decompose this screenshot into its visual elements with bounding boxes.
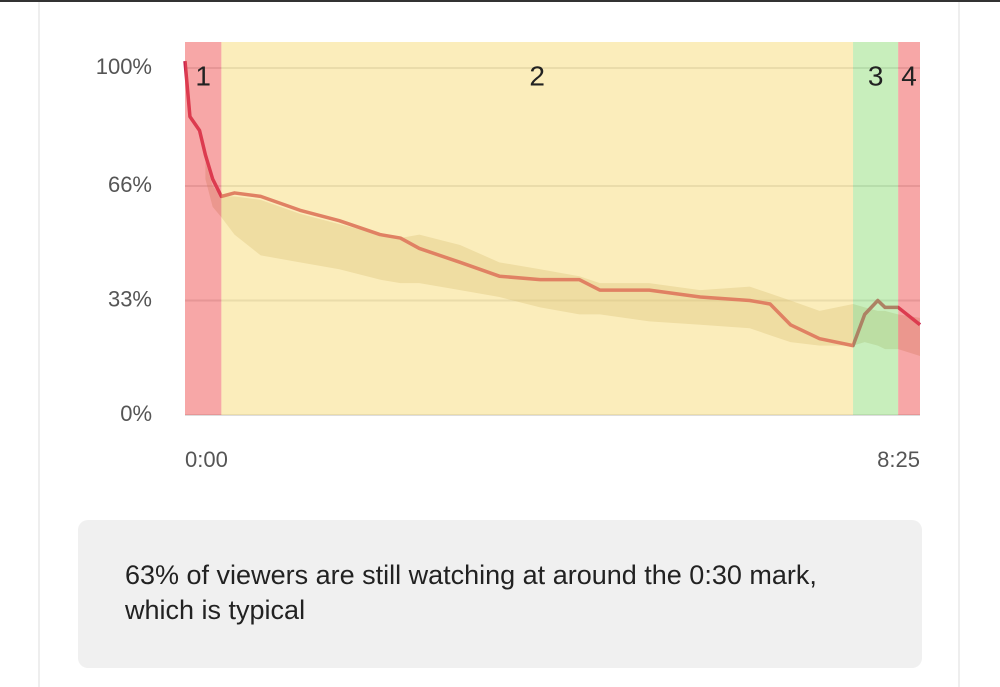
segment-label: 1: [195, 60, 211, 91]
segment: [853, 42, 899, 415]
y-tick-label: 66%: [108, 172, 152, 197]
segment-label: 2: [529, 60, 545, 91]
y-tick-label: 33%: [108, 286, 152, 311]
card: [38, 0, 960, 687]
segment-label: 3: [868, 60, 884, 91]
insight-text: 63% of viewers are still watching at aro…: [125, 560, 817, 625]
y-tick-label: 0%: [120, 401, 152, 426]
segment: [898, 42, 920, 415]
insight-box: 63% of viewers are still watching at aro…: [78, 520, 922, 668]
chart: 0% 33% 66% 100% 0:00 8:25 1 2 3 4: [96, 42, 922, 472]
segment-label: 4: [901, 60, 917, 91]
x-tick-label: 0:00: [185, 447, 228, 472]
divider: [0, 0, 1000, 2]
x-tick-label: 8:25: [877, 447, 920, 472]
segment: [185, 42, 222, 415]
segment: [221, 42, 854, 415]
y-tick-label: 100%: [96, 54, 152, 79]
